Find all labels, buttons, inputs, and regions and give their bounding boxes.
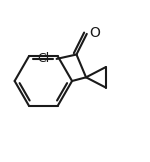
- Text: Cl: Cl: [37, 52, 49, 65]
- Text: O: O: [90, 26, 101, 40]
